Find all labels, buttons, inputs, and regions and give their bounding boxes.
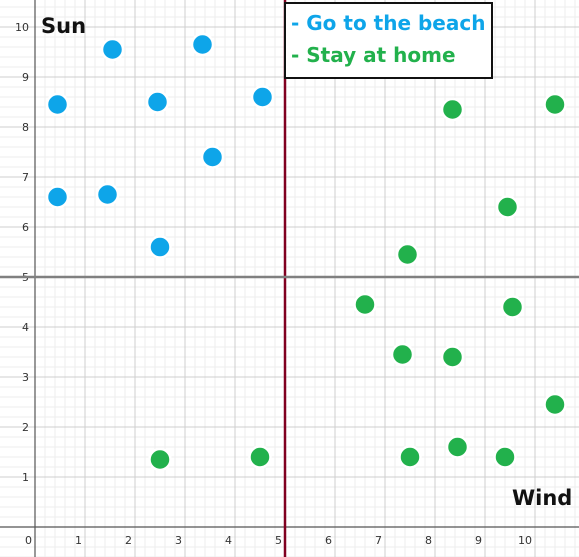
tick-labels: 01234567891012345678910 — [15, 21, 532, 547]
x-tick-label: 0 — [25, 534, 32, 547]
x-tick-label: 1 — [75, 534, 82, 547]
home-point — [353, 292, 377, 317]
beach-point — [45, 92, 70, 117]
legend-entry-beach: - Go to the beach — [291, 11, 485, 35]
home-point — [495, 195, 520, 219]
y-tick-label: 10 — [15, 21, 29, 34]
x-axis-label: Wind — [512, 486, 572, 510]
home-point — [148, 447, 172, 472]
home-point — [398, 445, 422, 469]
x-tick-label: 9 — [475, 534, 482, 547]
beach-point — [148, 235, 172, 259]
x-tick-label: 6 — [325, 534, 332, 547]
y-tick-label: 2 — [22, 421, 29, 434]
beach-point — [95, 182, 120, 207]
y-tick-label: 3 — [22, 371, 29, 384]
home-point — [445, 435, 470, 459]
beach-point — [250, 85, 275, 109]
beach-point — [100, 37, 125, 62]
home-point — [543, 392, 567, 417]
x-tick-label: 2 — [125, 534, 132, 547]
beach-point — [45, 185, 70, 209]
x-tick-label: 8 — [425, 534, 432, 547]
y-tick-label: 4 — [22, 321, 29, 334]
beach-point — [145, 90, 170, 114]
y-tick-label: 9 — [22, 71, 29, 84]
legend-entry-home: - Stay at home — [291, 43, 456, 67]
data-points — [45, 32, 567, 472]
home-point — [440, 97, 465, 122]
legend-box — [284, 2, 493, 79]
y-tick-label: 1 — [22, 471, 29, 484]
y-tick-label: 8 — [22, 121, 29, 134]
x-tick-label: 3 — [175, 534, 182, 547]
home-point — [500, 295, 525, 319]
y-tick-label: 7 — [22, 171, 29, 184]
home-point — [390, 342, 415, 367]
home-point — [543, 92, 567, 117]
beach-point — [200, 145, 225, 169]
y-axis-label: Sun — [41, 14, 86, 38]
y-tick-label: 6 — [22, 221, 29, 234]
home-point — [493, 445, 517, 469]
beach-point — [190, 32, 215, 57]
x-tick-label: 4 — [225, 534, 232, 547]
x-tick-label: 7 — [375, 534, 382, 547]
x-tick-label: 10 — [518, 534, 532, 547]
x-tick-label: 5 — [275, 534, 282, 547]
home-point — [440, 345, 465, 369]
legend: - Go to the beach - Stay at home — [284, 2, 493, 79]
home-point — [395, 242, 420, 267]
home-point — [248, 445, 272, 469]
